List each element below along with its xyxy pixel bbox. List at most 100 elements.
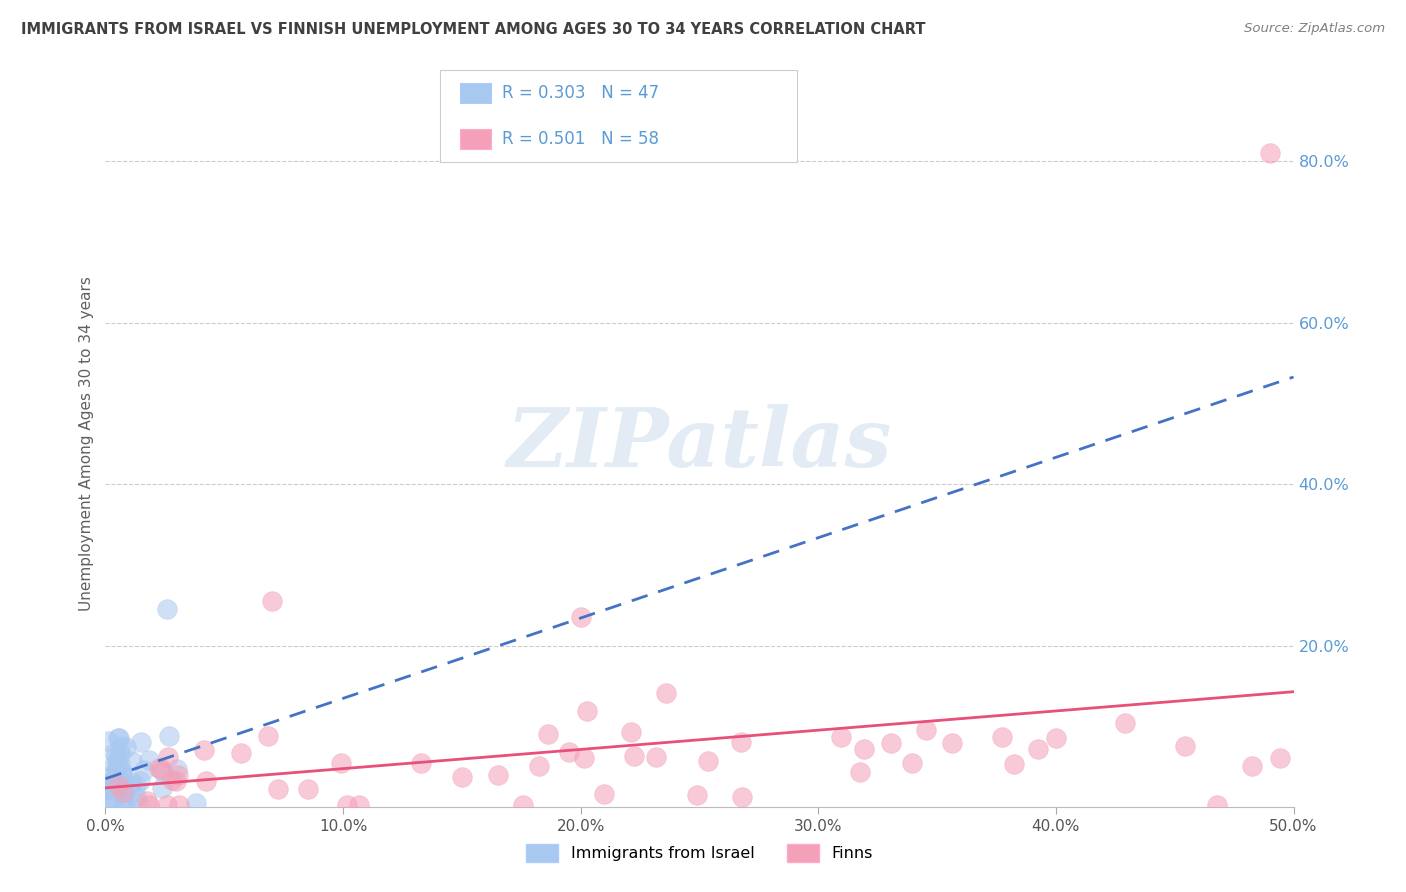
Point [110,739,132,753]
Point [105,766,128,780]
Point [121,755,143,769]
Point [148,761,170,775]
Point [901,756,924,770]
Point [105,749,128,764]
Point [229,746,252,760]
Text: R = 0.501   N = 58: R = 0.501 N = 58 [502,130,659,148]
Point [194,774,217,789]
Point [125,789,148,803]
Point [135,794,157,808]
Point [131,735,153,749]
Point [160,773,183,788]
Point [569,610,592,624]
Point [114,739,136,754]
Point [107,731,129,746]
Point [685,788,707,802]
Point [512,797,534,812]
Point [1045,731,1067,745]
Point [156,797,179,812]
Point [97,777,120,791]
Point [103,758,125,772]
Point [97,734,120,748]
Y-axis label: Unemployment Among Ages 30 to 34 years: Unemployment Among Ages 30 to 34 years [79,277,94,611]
Point [121,775,143,789]
Point [184,796,207,810]
Point [260,594,283,608]
Point [1002,757,1025,772]
Point [620,724,643,739]
Point [451,770,474,784]
Point [97,781,120,796]
Point [849,764,872,779]
Point [112,792,135,806]
Point [572,751,595,765]
Point [117,791,139,805]
Point [101,773,124,788]
Point [111,785,134,799]
Point [941,736,963,750]
Point [167,797,190,812]
Point [655,686,678,700]
Point [486,768,509,782]
Point [108,785,131,799]
Point [165,774,187,789]
Point [97,781,120,796]
Point [110,757,132,772]
Point [97,796,120,810]
Point [100,796,122,810]
Text: ZIPatlas: ZIPatlas [506,404,893,483]
Text: R = 0.303   N = 47: R = 0.303 N = 47 [502,84,659,102]
Point [731,789,754,804]
Point [138,797,160,812]
Point [645,750,668,764]
Point [152,780,174,795]
Point [124,778,146,792]
Point [104,761,127,775]
Point [108,785,131,799]
Text: IMMIGRANTS FROM ISRAEL VS FINNISH UNEMPLOYMENT AMONG AGES 30 TO 34 YEARS CORRELA: IMMIGRANTS FROM ISRAEL VS FINNISH UNEMPL… [21,22,925,37]
Point [697,755,720,769]
Point [138,753,160,767]
Text: Source: ZipAtlas.com: Source: ZipAtlas.com [1244,22,1385,36]
Point [990,731,1012,745]
Point [336,797,359,812]
Point [267,782,290,797]
Point [558,745,581,759]
Point [134,764,156,778]
Point [623,748,645,763]
Point [1206,797,1229,812]
Point [537,727,560,741]
Point [120,779,142,793]
Point [880,736,903,750]
Point [1114,715,1136,730]
Point [107,778,129,792]
Point [127,796,149,810]
Point [150,762,173,776]
Point [105,754,128,768]
Point [100,779,122,793]
Point [110,764,132,779]
Point [1240,759,1263,773]
Point [152,765,174,780]
Point [108,747,131,762]
Point [1258,145,1281,161]
Point [103,746,125,760]
Point [105,763,128,777]
Point [730,735,752,749]
Point [347,797,370,812]
Point [330,756,353,770]
Point [411,756,433,771]
Point [101,767,124,781]
Point [156,749,179,764]
Point [157,729,180,743]
Point [108,731,131,746]
Point [112,796,135,810]
Point [129,774,152,789]
Point [1268,751,1291,765]
Point [111,768,134,782]
Point [852,741,875,756]
Point [830,731,852,745]
Point [166,762,188,776]
Point [156,602,179,616]
Point [256,729,278,743]
